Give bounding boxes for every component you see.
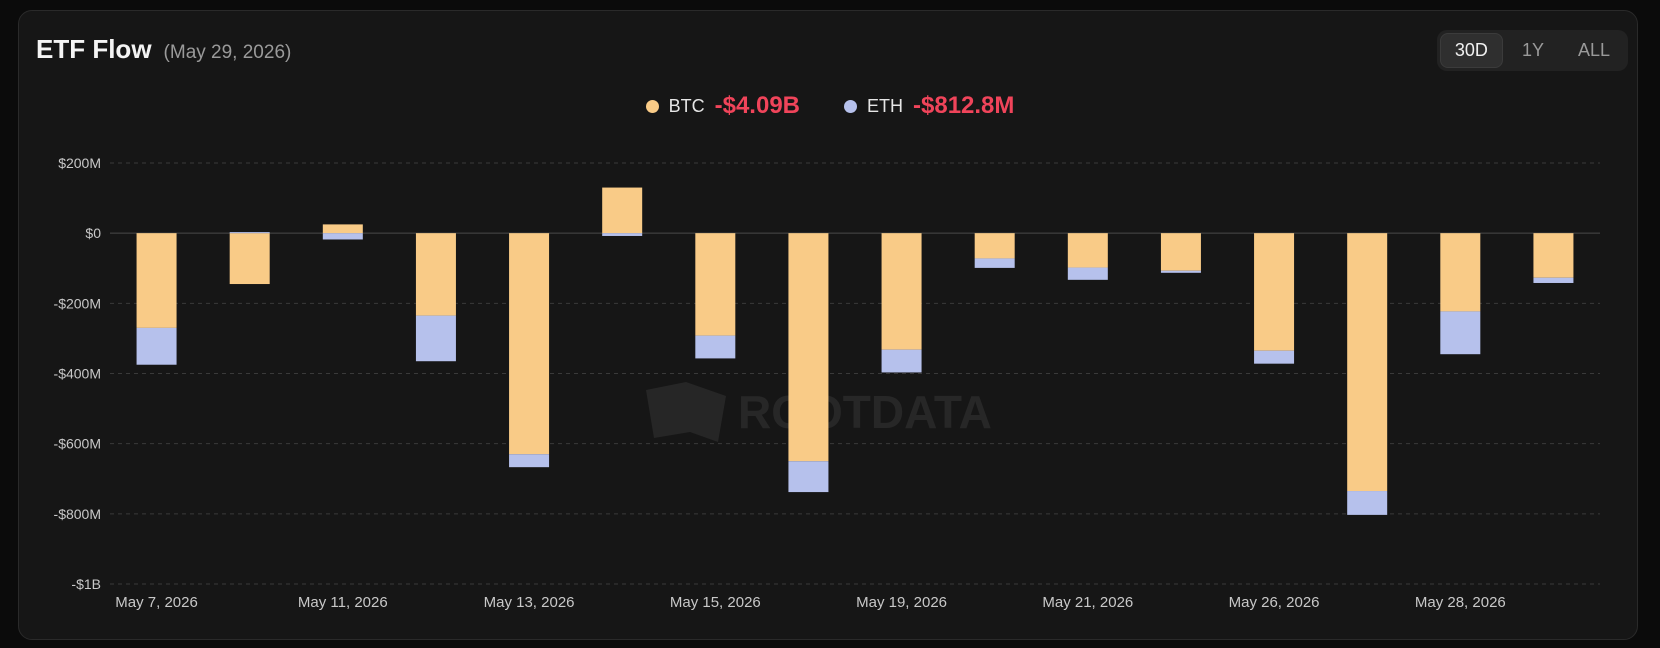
y-tick-label: -$1B: [71, 576, 101, 592]
btc-bar[interactable]: [229, 233, 270, 285]
btc-dot-icon: [645, 99, 659, 113]
bar-group[interactable]: [1160, 233, 1201, 273]
x-tick-label: May 21, 2026: [1042, 594, 1133, 611]
bar-group[interactable]: [322, 224, 363, 240]
eth-bar[interactable]: [974, 258, 1015, 268]
watermark-text: ROOTDATA: [738, 386, 992, 438]
eth-bar[interactable]: [695, 335, 736, 359]
x-axis: May 7, 2026 May 11, 2026 May 13, 2026 May 1…: [115, 594, 1505, 611]
btc-bar[interactable]: [974, 233, 1015, 259]
btc-bar[interactable]: [1533, 233, 1574, 278]
y-tick-label: $200M: [58, 155, 101, 171]
btc-bar[interactable]: [1347, 233, 1388, 492]
legend-btc-value: -$4.09B: [714, 92, 800, 119]
legend-eth-name: ETH: [867, 95, 903, 116]
x-tick-label: May 13, 2026: [484, 594, 575, 611]
chart-bars: [136, 187, 1574, 515]
bar-group[interactable]: [1533, 233, 1574, 283]
eth-bar[interactable]: [1440, 311, 1481, 355]
y-tick-label: $0: [85, 225, 101, 241]
eth-bar[interactable]: [415, 315, 456, 362]
y-tick-label: -$600M: [54, 436, 101, 452]
bar-group[interactable]: [788, 233, 829, 493]
btc-bar[interactable]: [509, 233, 550, 455]
time-range-selector: 30D 1Y ALL: [1436, 30, 1628, 71]
eth-bar[interactable]: [322, 233, 363, 240]
bar-group[interactable]: [881, 233, 922, 373]
eth-bar[interactable]: [509, 454, 550, 468]
eth-dot-icon: [844, 99, 857, 113]
bar-group[interactable]: [509, 233, 550, 468]
bar-group[interactable]: [695, 233, 736, 359]
legend-item-btc[interactable]: BTC -$4.09B: [645, 92, 800, 120]
watermark: ROOTDATA: [646, 382, 992, 442]
x-tick-label: May 28, 2026: [1415, 594, 1506, 611]
x-tick-label: May 15, 2026: [670, 594, 761, 611]
btc-bar[interactable]: [415, 233, 456, 316]
bar-group[interactable]: [602, 187, 643, 236]
eth-bar[interactable]: [1254, 350, 1295, 364]
y-tick-label: -$400M: [54, 366, 101, 382]
btc-bar[interactable]: [136, 233, 177, 328]
eth-bar[interactable]: [602, 233, 643, 236]
bar-group[interactable]: [1440, 233, 1481, 355]
rootdata-logo-icon: [646, 382, 726, 442]
y-tick-label: -$800M: [54, 506, 101, 522]
eth-bar[interactable]: [1533, 277, 1574, 283]
btc-bar[interactable]: [881, 233, 922, 350]
eth-bar[interactable]: [1067, 267, 1108, 280]
bar-group[interactable]: [1254, 233, 1295, 364]
chart-title: ETF Flow: [36, 34, 152, 64]
btc-bar[interactable]: [1440, 233, 1481, 312]
x-tick-label: May 7, 2026: [115, 594, 198, 611]
btc-bar[interactable]: [1254, 233, 1295, 351]
x-tick-label: May 11, 2026: [298, 594, 388, 611]
btc-bar[interactable]: [602, 187, 643, 234]
range-1y-button[interactable]: 1Y: [1521, 40, 1544, 60]
legend-item-eth[interactable]: ETH -$812.8M: [844, 92, 1014, 120]
bar-group[interactable]: [1067, 233, 1108, 280]
btc-bar[interactable]: [695, 233, 736, 336]
bar-group[interactable]: [415, 233, 456, 362]
legend-eth-value: -$812.8M: [913, 92, 1015, 119]
btc-bar[interactable]: [322, 224, 363, 234]
btc-bar[interactable]: [1067, 233, 1108, 268]
eth-bar[interactable]: [881, 349, 922, 373]
y-axis: $200M $0 -$200M -$400M -$600M -$800M -$1B: [54, 155, 102, 592]
chart-header: ETF Flow (May 29, 2026): [36, 34, 291, 65]
eth-bar[interactable]: [1347, 491, 1388, 515]
eth-bar[interactable]: [1160, 270, 1201, 273]
bar-group[interactable]: [1347, 233, 1388, 515]
range-30d-button[interactable]: 30D: [1439, 33, 1503, 68]
btc-bar[interactable]: [788, 233, 829, 462]
bar-group[interactable]: [229, 232, 270, 285]
range-all-button[interactable]: ALL: [1577, 40, 1610, 60]
chart-date: (May 29, 2026): [163, 42, 292, 63]
legend-btc-name: BTC: [668, 95, 705, 116]
btc-bar[interactable]: [1160, 233, 1201, 271]
eth-bar[interactable]: [136, 327, 177, 365]
eth-bar[interactable]: [229, 232, 270, 234]
x-tick-label: May 26, 2026: [1229, 594, 1320, 611]
y-tick-label: -$200M: [54, 295, 101, 311]
bar-group[interactable]: [136, 233, 177, 365]
chart-legend: BTC -$4.09B ETH -$812.8M: [0, 92, 1660, 120]
eth-bar[interactable]: [788, 461, 829, 493]
bar-group[interactable]: [974, 233, 1015, 268]
x-tick-label: May 19, 2026: [856, 594, 947, 611]
